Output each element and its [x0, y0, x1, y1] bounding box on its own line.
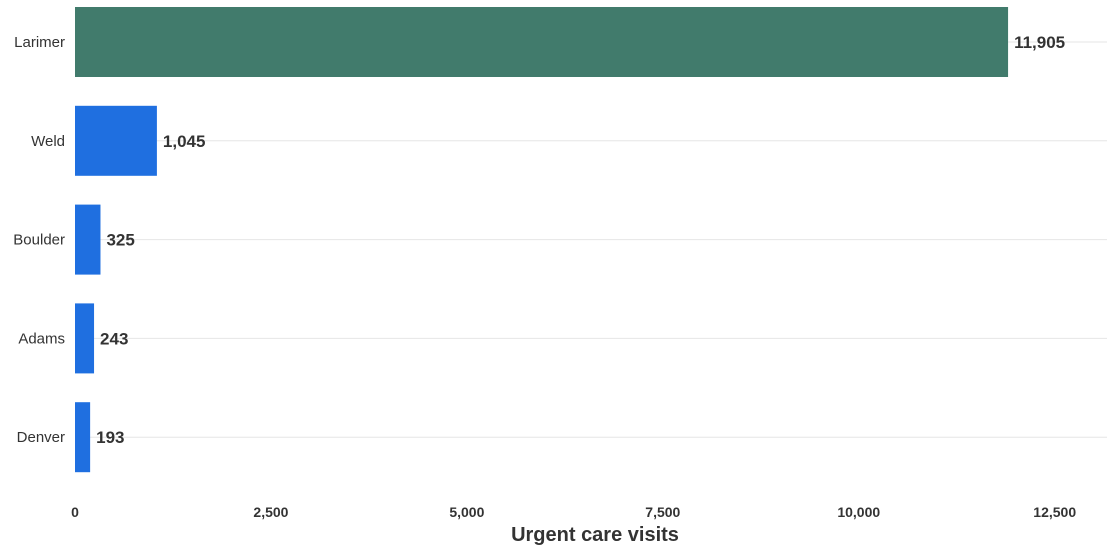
data-label-denver: 193	[96, 428, 124, 447]
x-tick-label-0: 0	[71, 504, 79, 520]
category-label-weld: Weld	[31, 133, 65, 150]
category-labels: Larimer Weld Boulder Adams Denver	[13, 34, 65, 446]
bar-boulder	[75, 204, 101, 275]
category-label-adams: Adams	[18, 330, 65, 347]
bar-denver	[75, 402, 91, 473]
category-label-denver: Denver	[17, 429, 65, 446]
x-tick-label-5-000: 5,000	[449, 504, 484, 520]
x-tick-label-12-500: 12,500	[1033, 504, 1076, 520]
bar-adams	[75, 303, 95, 374]
bars	[75, 7, 1009, 473]
x-tick-label-7-500: 7,500	[645, 504, 680, 520]
gridlines	[75, 41, 1107, 438]
x-axis-ticks: 0 2,500 5,000 7,500 10,000 12,500	[71, 504, 1076, 520]
category-label-larimer: Larimer	[14, 34, 65, 51]
bar-larimer	[75, 7, 1009, 77]
data-label-larimer: 11,905	[1014, 33, 1065, 52]
bar-weld	[75, 105, 157, 176]
data-label-adams: 243	[100, 329, 128, 348]
x-tick-label-2-500: 2,500	[253, 504, 288, 520]
data-label-weld: 1,045	[163, 132, 206, 151]
data-label-boulder: 325	[106, 231, 134, 250]
data-labels: 11,905 1,045 325 243 193	[96, 33, 1065, 447]
x-tick-label-10-000: 10,000	[837, 504, 880, 520]
category-label-boulder: Boulder	[13, 232, 65, 249]
x-axis-title: Urgent care visits	[511, 524, 679, 546]
